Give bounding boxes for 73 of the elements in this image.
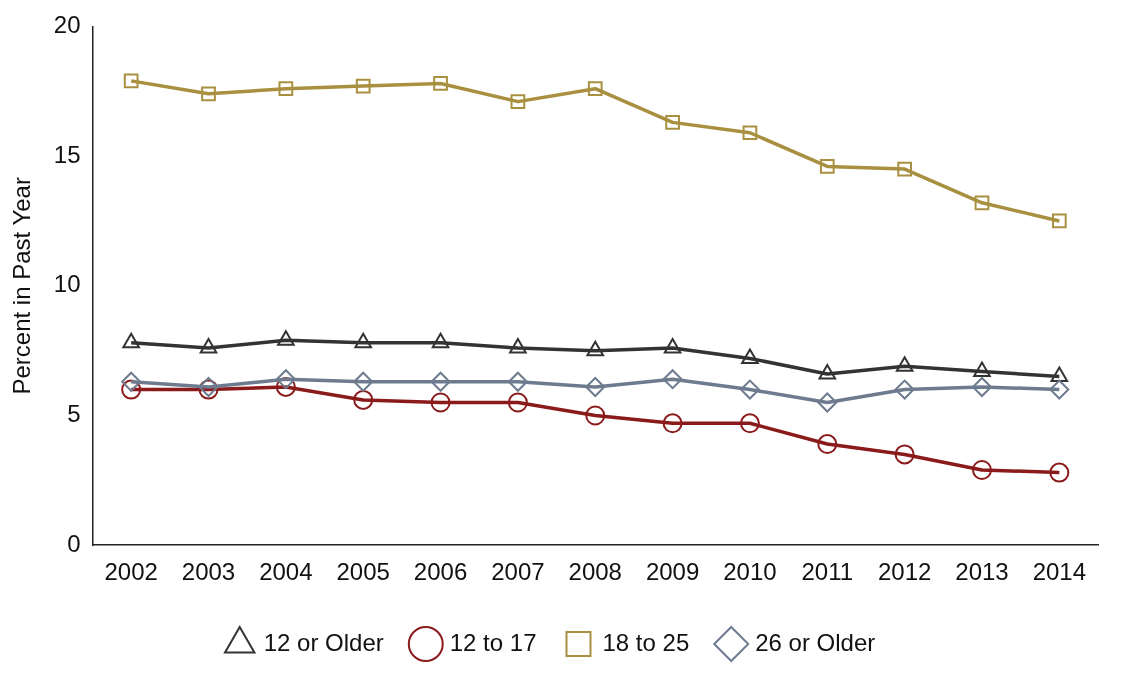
point <box>587 81 603 97</box>
point <box>894 379 915 400</box>
x-tick-label: 2008 <box>568 558 622 586</box>
x-tick-label: 2005 <box>336 558 390 586</box>
x-tick-label: 2006 <box>413 558 468 586</box>
point <box>895 356 914 372</box>
x-tick-label: 2010 <box>723 558 777 586</box>
point <box>121 379 142 400</box>
point <box>741 348 759 364</box>
y-axis-title: Percent in Past Year <box>8 177 36 395</box>
legend-label: 26 or Older <box>755 628 876 656</box>
point <box>507 371 528 392</box>
point <box>277 330 295 346</box>
point <box>354 332 372 349</box>
point <box>122 332 140 349</box>
point <box>199 338 218 354</box>
point <box>897 161 912 177</box>
y-tick-label: 15 <box>53 140 81 168</box>
point <box>355 78 371 94</box>
point <box>817 434 838 455</box>
point <box>509 338 527 354</box>
point <box>275 369 296 390</box>
point <box>665 115 680 130</box>
x-tick-label: 2009 <box>645 558 700 586</box>
x-tick-label: 2013 <box>955 558 1009 586</box>
point <box>662 413 683 434</box>
point <box>201 86 216 102</box>
point <box>971 376 992 397</box>
x-tick-label: 2012 <box>877 558 932 586</box>
point <box>431 332 450 349</box>
x-tick-label: 2007 <box>491 558 545 586</box>
legend-label: 12 or Older <box>263 628 384 656</box>
y-tick-label: 0 <box>67 529 81 557</box>
point <box>817 392 838 413</box>
point <box>662 369 683 390</box>
point <box>974 195 990 211</box>
point <box>586 340 605 357</box>
point <box>818 364 837 380</box>
point <box>819 159 835 174</box>
point <box>353 389 374 410</box>
point <box>121 371 142 392</box>
point <box>739 379 760 400</box>
y-tick-label: 10 <box>53 270 81 298</box>
x-tick-label: 2011 <box>801 558 854 586</box>
x-tick-label: 2004 <box>259 558 313 586</box>
point <box>739 413 760 434</box>
point <box>585 405 606 426</box>
point <box>971 459 992 480</box>
point <box>1050 366 1069 383</box>
point <box>1049 462 1070 483</box>
y-tick-label: 5 <box>67 400 81 428</box>
point <box>1051 213 1067 229</box>
point <box>123 73 139 89</box>
legend-label: 18 to 25 <box>602 628 690 656</box>
point <box>430 392 451 413</box>
x-tick-label: 2003 <box>181 558 236 586</box>
point <box>353 371 374 392</box>
point <box>742 125 758 141</box>
point <box>278 81 294 97</box>
point <box>433 76 448 91</box>
legend-label: 12 to 17 <box>449 628 537 656</box>
point <box>585 376 606 397</box>
point <box>275 376 296 397</box>
x-tick-label: 2014 <box>1032 558 1087 586</box>
point <box>894 444 915 465</box>
point <box>510 94 526 109</box>
x-tick-label: 2002 <box>104 558 158 586</box>
point <box>1049 379 1070 400</box>
y-tick-label: 20 <box>53 11 81 39</box>
point <box>973 361 991 377</box>
point <box>663 338 682 354</box>
point <box>507 392 528 413</box>
point <box>430 371 451 392</box>
